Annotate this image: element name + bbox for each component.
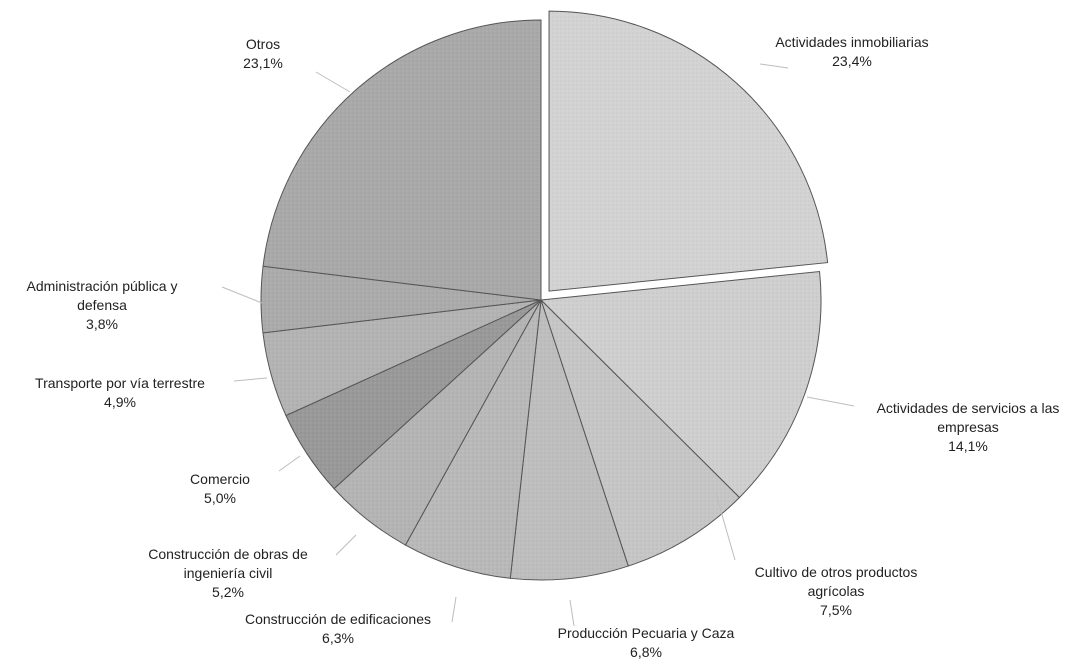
slice-value-label: 6,3% (322, 630, 354, 646)
slice-name-label: Construcción de edificaciones (245, 611, 431, 627)
pie-slice-texture-produccion-pecuaria (510, 300, 629, 581)
slice-name-label: agrícolas (808, 583, 865, 599)
slice-value-label: 7,5% (820, 602, 852, 618)
slice-label-cultivo-otros-productos: Cultivo de otros productos agrícolas 7,5% (755, 564, 918, 618)
leader-line-otros (315, 71, 351, 93)
labels-layer: Actividades inmobiliarias 23,4%Actividade… (27, 34, 1060, 660)
slice-value-label: 23,1% (243, 55, 283, 71)
slice-value-label: 5,0% (204, 490, 236, 506)
slice-value-label: 23,4% (832, 53, 872, 69)
pie-slice-texture-administracion-publica (260, 266, 541, 333)
pie-slice-texture-construccion-obras-civil (334, 300, 541, 546)
slice-name-label: Construcción de obras de (148, 546, 308, 562)
leader-line-transporte-terrestre (233, 377, 268, 382)
slice-label-comercio: Comercio 5,0% (190, 471, 250, 506)
slice-name-label: Producción Pecuaria y Caza (558, 625, 735, 641)
pie-slice-texture-cultivo-otros-productos (541, 300, 740, 567)
leader-line-construccion-obras-civil (335, 534, 357, 556)
slice-label-construccion-edificaciones: Construcción de edificaciones 6,3% (245, 611, 431, 646)
leader-line-servicios-empresas (806, 396, 855, 407)
slice-label-construccion-obras-civil: Construcción de obras de ingeniería civil… (148, 546, 308, 600)
leader-line-actividades-inmobiliarias (759, 63, 789, 69)
leader-line-construccion-edificaciones (451, 596, 457, 623)
slice-name-label: Administración pública y (27, 278, 178, 294)
leader-line-produccion-pecuaria (569, 599, 575, 627)
leader-line-cultivo-otros-productos (715, 493, 736, 561)
slice-label-otros: Otros 23,1% (243, 36, 283, 71)
slice-value-label: 5,2% (212, 584, 244, 600)
slice-label-administracion-publica: Administración pública y defensa 3,8% (27, 278, 178, 332)
slice-name-label: Transporte por vía terrestre (35, 375, 205, 391)
slice-label-servicios-empresas: Actividades de servicios a las empresas 14… (877, 400, 1060, 454)
slice-value-label: 4,9% (104, 394, 136, 410)
slice-name-label: ingeniería civil (184, 565, 273, 581)
leader-line-administracion-publica (221, 286, 263, 304)
slice-label-transporte-terrestre: Transporte por vía terrestre 4,9% (35, 375, 205, 410)
slice-name-label: Otros (246, 36, 280, 52)
slice-name-label: empresas (937, 419, 998, 435)
slice-name-label: Comercio (190, 471, 250, 487)
slice-value-label: 3,8% (86, 316, 118, 332)
pie-slice-texture-otros (263, 20, 541, 300)
pie-slice-texture-actividades-inmobiliarias (549, 11, 828, 292)
pie-slice-texture-construccion-edificaciones (405, 300, 541, 579)
slices-layer (260, 10, 829, 581)
leader-line-comercio (278, 455, 301, 472)
slice-name-label: Actividades inmobiliarias (775, 34, 928, 50)
slice-value-label: 14,1% (948, 438, 988, 454)
pie-slice-texture-servicios-empresas (541, 271, 821, 498)
leader-lines-layer (221, 63, 855, 627)
slice-name-label: Cultivo de otros productos (755, 564, 918, 580)
slice-label-actividades-inmobiliarias: Actividades inmobiliarias 23,4% (775, 34, 928, 69)
pie-slice-texture-transporte-terrestre (262, 300, 541, 416)
pie-slice-texture-comercio (285, 300, 541, 489)
slice-value-label: 6,8% (630, 644, 662, 660)
slice-label-produccion-pecuaria: Producción Pecuaria y Caza 6,8% (558, 625, 735, 660)
slice-name-label: Actividades de servicios a las (877, 400, 1060, 416)
slice-name-label: defensa (77, 297, 127, 313)
